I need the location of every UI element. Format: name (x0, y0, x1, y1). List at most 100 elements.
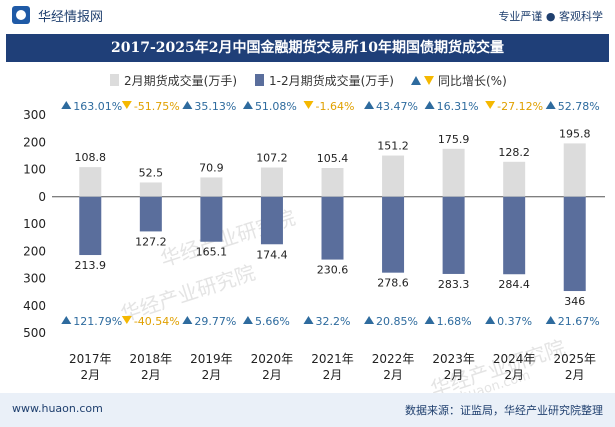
bar-cumulative-value: 278.6 (377, 277, 409, 290)
bar-cumulative (260, 196, 283, 245)
legend-triangles-icon (411, 76, 434, 85)
x-tick-label: 2019年 (190, 352, 233, 366)
x-tick-label: 2022年 (372, 352, 415, 366)
growth-bottom-label: 21.67% (558, 315, 600, 328)
x-tick-label: 2018年 (130, 352, 173, 366)
growth-top-down-triangle (121, 101, 132, 109)
bar-monthly-value: 175.9 (438, 133, 470, 146)
legend-label-monthly: 2月期货成交量(万手) (124, 74, 237, 88)
growth-bottom-up-triangle (485, 316, 496, 324)
chart-title-bar: 2017-2025年2月中国金融期货交易所10年期国债期货成交量 (6, 34, 609, 62)
tagline: 专业严谨 ● 客观科学 (498, 10, 603, 23)
y-tick-label: 400 (23, 299, 46, 313)
growth-top-up-triangle (242, 101, 253, 109)
x-tick-label: 2月 (504, 368, 524, 382)
growth-bottom-label: 20.85% (376, 315, 418, 328)
growth-bottom-label: 0.37% (497, 315, 532, 328)
growth-top-label: 43.47% (376, 100, 418, 113)
bar-cumulative (200, 196, 223, 242)
footer-bar: www.huaon.com 数据来源：证监局，华经产业研究院整理 (0, 393, 615, 427)
bar-cumulative (442, 196, 465, 274)
growth-top-label: -51.75% (134, 100, 180, 113)
chart-legend: 2月期货成交量(万手) 1-2月期货成交量(万手) 同比增长(%) (0, 70, 615, 88)
bar-cumulative (382, 196, 405, 273)
bar-monthly (503, 161, 526, 197)
growth-top-down-triangle (485, 101, 496, 109)
x-tick-label: 2023年 (432, 352, 475, 366)
bar-cumulative-value: 230.6 (317, 264, 349, 277)
bar-monthly-value: 108.8 (75, 151, 107, 164)
x-tick-label: 2020年 (251, 352, 294, 366)
bar-cumulative-value: 127.2 (135, 235, 167, 248)
y-tick-label: 300 (23, 108, 46, 122)
footer-url: www.huaon.com (12, 402, 103, 415)
bar-cumulative (321, 196, 344, 260)
y-tick-label: 0 (38, 190, 46, 204)
growth-top-label: 35.13% (194, 100, 236, 113)
chart-title: 2017-2025年2月中国金融期货交易所10年期国债期货成交量 (111, 40, 504, 56)
x-tick-label: 2024年 (493, 352, 536, 366)
bar-cumulative-value: 346 (564, 295, 585, 308)
growth-top-up-triangle (61, 101, 72, 109)
bar-monthly-value: 105.4 (317, 152, 349, 165)
y-tick-label: 200 (23, 135, 46, 149)
bar-monthly (563, 143, 586, 197)
top-bar: 华经情报网 专业严谨 ● 客观科学 (0, 0, 615, 30)
growth-bottom-down-triangle (121, 316, 132, 324)
data-source: 数据来源：证监局，华经产业研究院整理 (405, 404, 603, 417)
bar-cumulative (139, 196, 162, 232)
bar-monthly-value: 128.2 (498, 146, 530, 159)
bar-cumulative-value: 165.1 (196, 246, 228, 259)
growth-bottom-up-triangle (303, 316, 314, 324)
growth-bottom-label: -40.54% (134, 315, 180, 328)
growth-bottom-label: 5.66% (255, 315, 290, 328)
bar-monthly (382, 155, 405, 197)
bar-cumulative-value: 174.4 (256, 248, 288, 261)
x-tick-label: 2月 (262, 368, 282, 382)
x-tick-label: 2月 (383, 368, 403, 382)
growth-bottom-label: 121.79% (73, 315, 122, 328)
bar-monthly-value: 195.8 (559, 127, 591, 140)
brand-logo-icon (12, 6, 30, 24)
y-tick-label: 100 (23, 217, 46, 231)
growth-top-up-triangle (182, 101, 193, 109)
bar-cumulative-value: 283.3 (438, 278, 470, 291)
x-tick-label: 2月 (444, 368, 464, 382)
chart-plot: 华经产业研究院华经产业研究院华经产业研究院www.huaon.com300200… (23, 100, 605, 395)
bar-monthly-value: 70.9 (199, 161, 224, 174)
bar-monthly-value: 52.5 (139, 166, 164, 179)
growth-top-label: -27.12% (497, 100, 543, 113)
growth-bottom-up-triangle (61, 316, 72, 324)
bar-cumulative (79, 196, 102, 256)
bar-cumulative-value: 213.9 (75, 259, 107, 272)
growth-top-label: -1.64% (316, 100, 355, 113)
growth-bottom-up-triangle (182, 316, 193, 324)
bar-monthly (321, 168, 344, 197)
y-tick-label: 500 (23, 326, 46, 340)
growth-bottom-label: 1.68% (437, 315, 472, 328)
x-tick-label: 2025年 (553, 352, 596, 366)
growth-top-label: 163.01% (73, 100, 122, 113)
y-tick-label: 200 (23, 244, 46, 258)
bar-cumulative (563, 196, 586, 292)
legend-swatch-cumulative (255, 74, 264, 86)
x-tick-label: 2月 (141, 368, 161, 382)
legend-label-cumulative: 1-2月期货成交量(万手) (269, 74, 394, 88)
x-tick-label: 2021年 (311, 352, 354, 366)
growth-top-up-triangle (364, 101, 375, 109)
growth-top-label: 16.31% (437, 100, 479, 113)
growth-bottom-up-triangle (242, 316, 253, 324)
bar-monthly (79, 167, 102, 197)
bar-monthly (442, 148, 465, 197)
bar-monthly (139, 182, 162, 197)
x-tick-label: 2月 (565, 368, 585, 382)
growth-bottom-label: 32.2% (316, 315, 351, 328)
y-tick-label: 100 (23, 163, 46, 177)
x-tick-label: 2月 (323, 368, 343, 382)
bar-monthly (260, 167, 283, 197)
x-tick-label: 2月 (80, 368, 100, 382)
bar-monthly-value: 151.2 (377, 140, 409, 153)
growth-top-label: 51.08% (255, 100, 297, 113)
bar-monthly-value: 107.2 (256, 152, 288, 165)
growth-top-down-triangle (303, 101, 314, 109)
